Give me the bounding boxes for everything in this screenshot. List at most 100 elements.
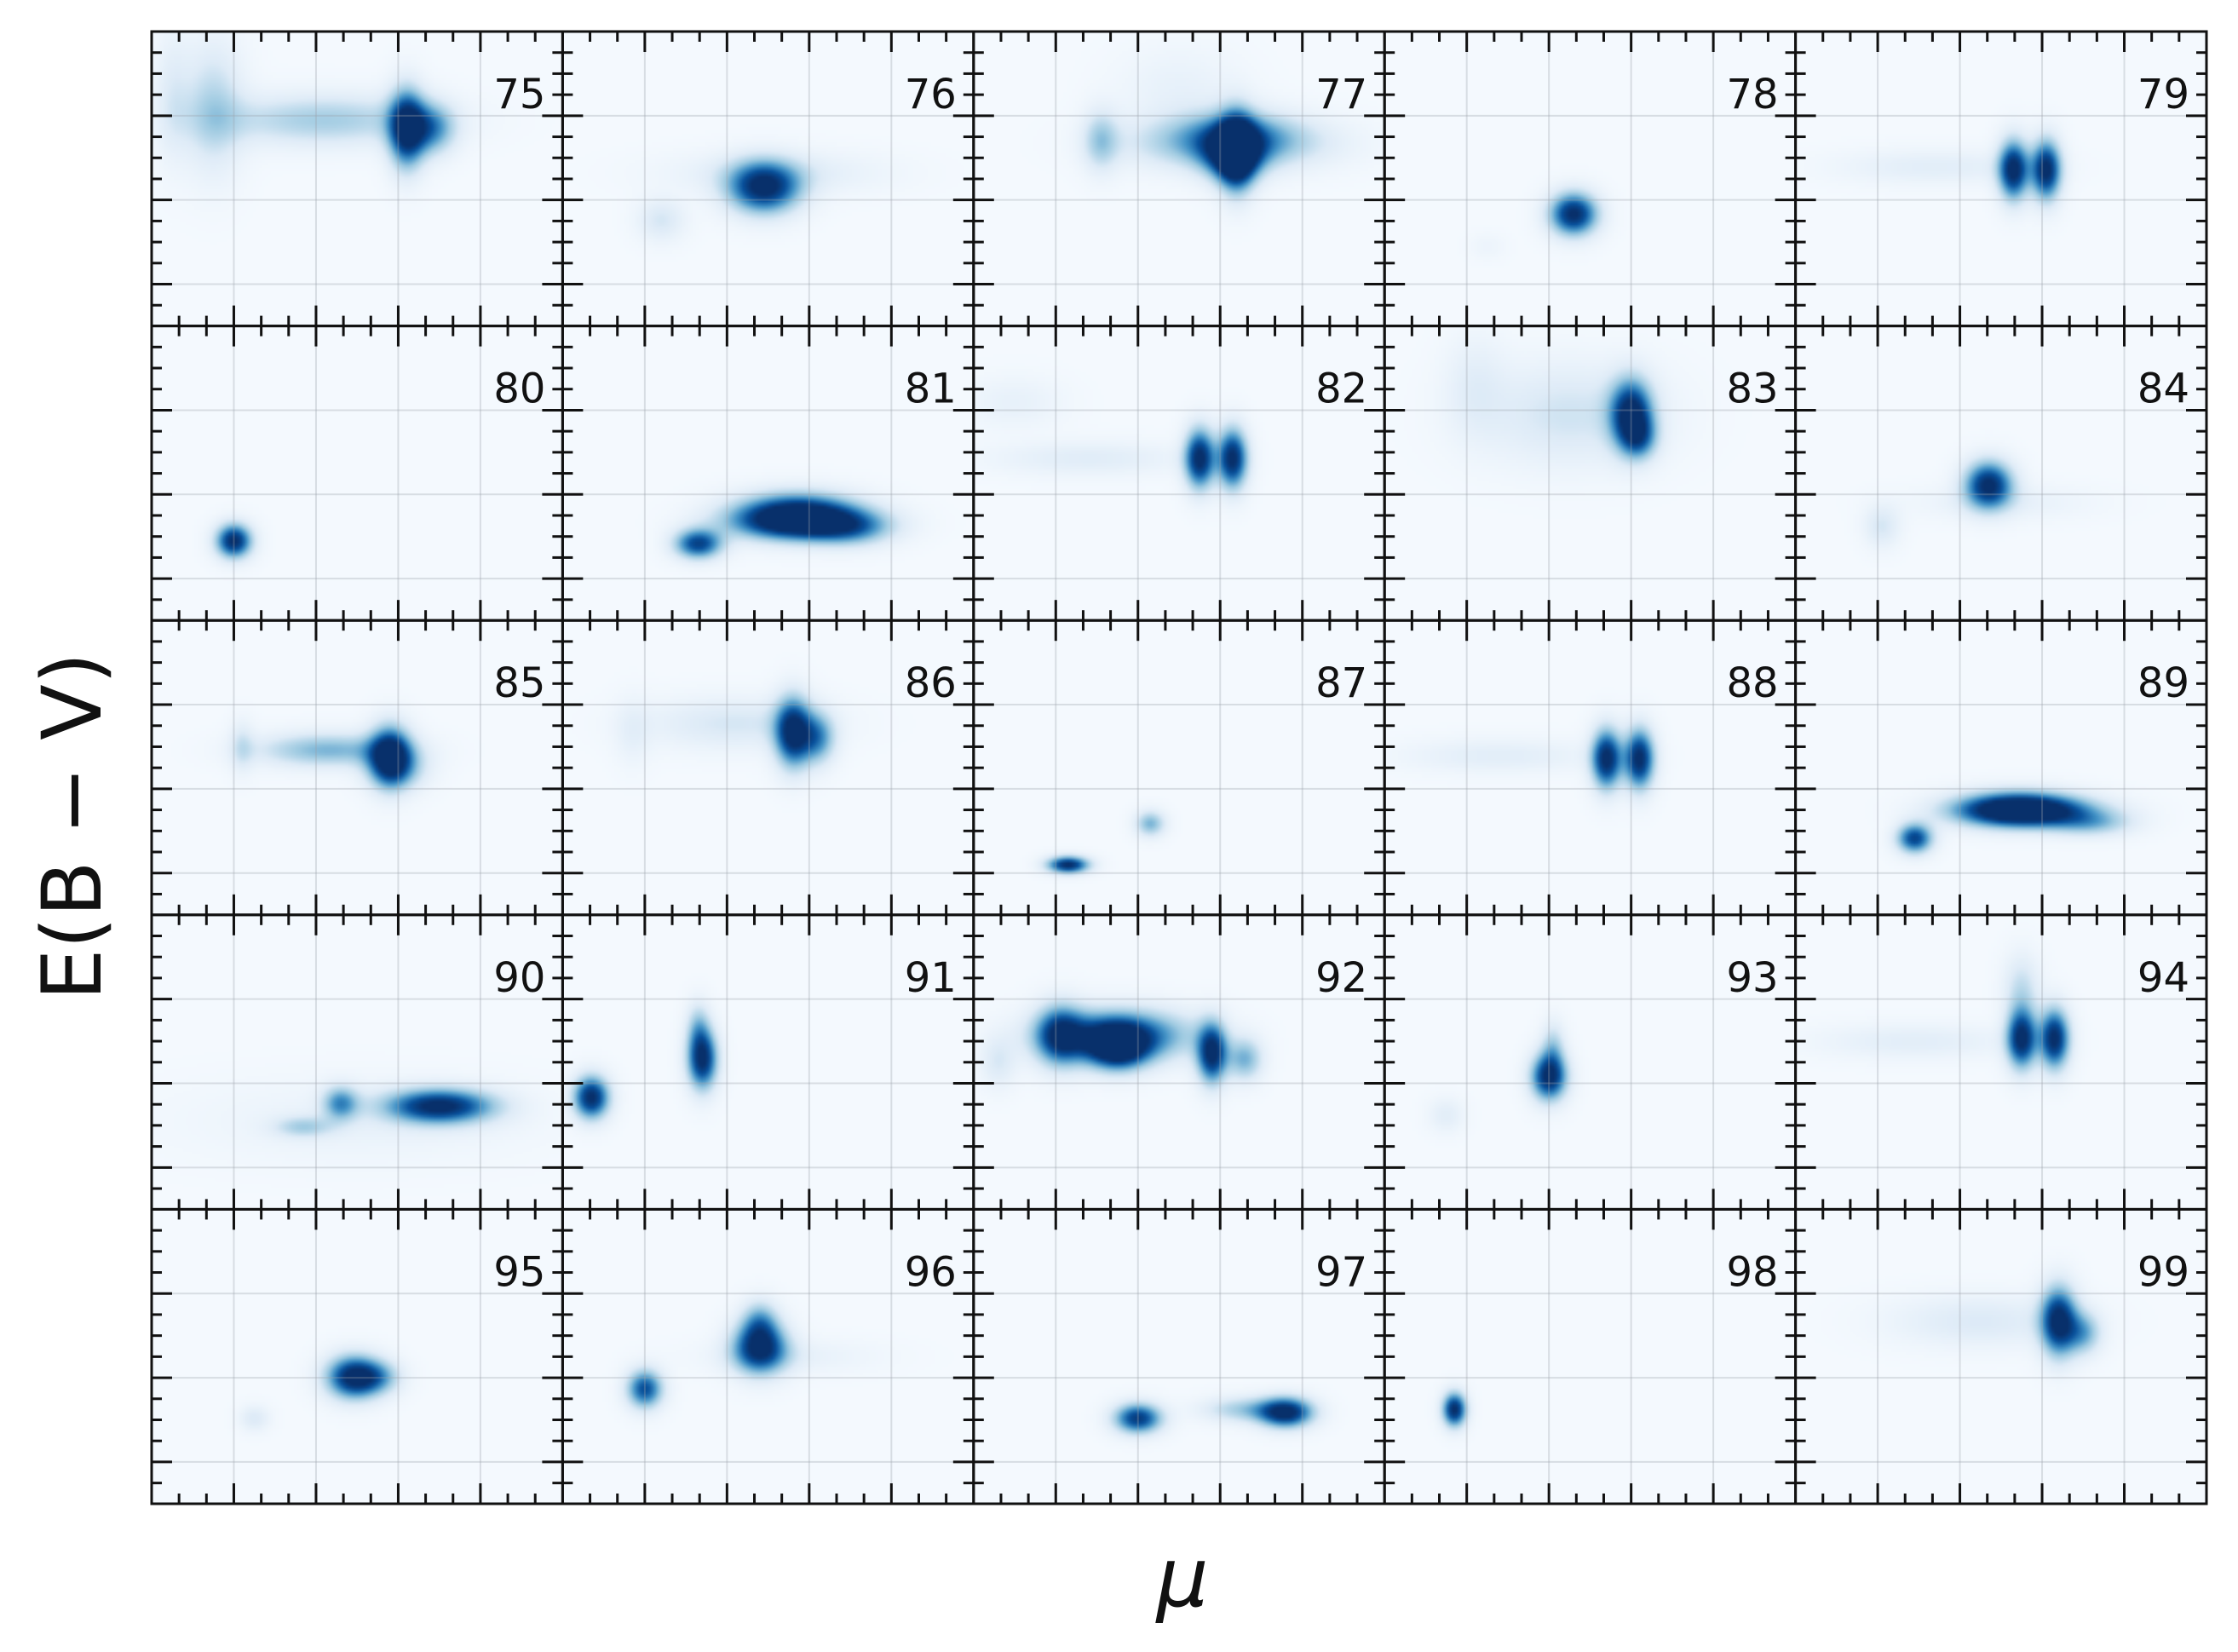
axis-ticks xyxy=(562,914,974,1210)
grid-lines xyxy=(1384,914,1796,1210)
grid-lines xyxy=(1795,32,2206,326)
grid-lines xyxy=(973,325,1385,621)
grid-lines xyxy=(1384,325,1796,621)
density-heatmap xyxy=(562,325,974,621)
density-heatmap xyxy=(973,620,1385,915)
panel-99: 99 xyxy=(1795,1209,2206,1504)
panel-label: 78 xyxy=(1727,71,1779,118)
panel-label: 82 xyxy=(1315,366,1367,413)
density-heatmap xyxy=(562,620,974,915)
panels-group: 75 76 77 78 79 80 81 82 83 84 85 86 87 88 89 90 91 92 93 94… xyxy=(152,32,2206,1504)
density-heatmap xyxy=(562,914,974,1210)
panel-label: 92 xyxy=(1315,954,1367,1002)
axis-ticks xyxy=(1795,32,2206,326)
axis-ticks xyxy=(1384,1209,1796,1504)
panel-89: 89 xyxy=(1795,620,2206,915)
panel-label: 91 xyxy=(905,954,957,1002)
panel-label: 75 xyxy=(493,71,545,118)
y-axis-label: E(B − V) xyxy=(25,653,120,1001)
density-heatmap xyxy=(1795,914,2206,1210)
axis-ticks xyxy=(1795,325,2206,621)
density-heatmap xyxy=(1795,620,2206,915)
axis-ticks xyxy=(1384,620,1796,915)
panel-78: 78 xyxy=(1384,32,1796,326)
axis-ticks xyxy=(973,325,1385,621)
density-heatmap xyxy=(562,32,974,326)
axis-ticks xyxy=(562,620,974,915)
grid-lines xyxy=(973,620,1385,915)
panel-76: 76 xyxy=(562,32,974,326)
panel-79: 79 xyxy=(1795,32,2206,326)
axis-ticks xyxy=(973,620,1385,915)
panel-label: 87 xyxy=(1315,659,1367,707)
panel-93: 93 xyxy=(1384,914,1796,1210)
density-heatmap xyxy=(1384,32,1796,326)
axis-ticks xyxy=(152,32,563,326)
axis-ticks xyxy=(562,1209,974,1504)
panel-label: 80 xyxy=(493,366,545,413)
panel-label: 81 xyxy=(905,366,957,413)
grid-lines xyxy=(1384,32,1796,326)
axis-ticks xyxy=(152,325,563,621)
grid-lines xyxy=(152,325,563,621)
density-heatmap xyxy=(1384,620,1796,915)
grid-lines xyxy=(152,914,563,1210)
frames-group xyxy=(150,30,2208,1505)
panel-80: 80 xyxy=(152,325,563,621)
panel-label: 84 xyxy=(2137,366,2189,413)
grid-lines xyxy=(1795,620,2206,915)
panel-95: 95 xyxy=(152,1209,563,1504)
panel-label: 89 xyxy=(2137,659,2189,707)
density-heatmap xyxy=(152,325,563,621)
density-heatmap xyxy=(973,325,1385,621)
panel-label: 77 xyxy=(1315,71,1367,118)
panel-87: 87 xyxy=(973,620,1385,915)
panel-81: 81 xyxy=(562,325,974,621)
axis-ticks xyxy=(973,32,1385,326)
panel-90: 90 xyxy=(152,914,563,1210)
grid-lines xyxy=(973,32,1385,326)
panel-label: 88 xyxy=(1727,659,1779,707)
grid-lines xyxy=(562,325,974,621)
grid-lines xyxy=(152,32,563,326)
axis-ticks xyxy=(1795,620,2206,915)
grid-lines xyxy=(1795,325,2206,621)
density-heatmap xyxy=(1795,32,2206,326)
grid-lines xyxy=(1384,1209,1796,1504)
panel-label: 85 xyxy=(493,659,545,707)
panel-label: 86 xyxy=(905,659,957,707)
panel-96: 96 xyxy=(562,1209,974,1504)
panel-frame xyxy=(1794,1207,2208,1505)
panel-88: 88 xyxy=(1384,620,1796,915)
grid-lines xyxy=(1795,1209,2206,1504)
x-axis-label: μ xyxy=(1154,1530,1208,1626)
panel-85: 85 xyxy=(152,620,563,915)
density-heatmap xyxy=(1384,914,1796,1210)
density-heatmap xyxy=(562,1209,974,1504)
grid-lines xyxy=(152,1209,563,1504)
panel-label: 98 xyxy=(1727,1248,1779,1296)
axis-ticks xyxy=(562,325,974,621)
grid-lines xyxy=(973,1209,1385,1504)
panel-label: 95 xyxy=(493,1248,545,1296)
panel-label: 97 xyxy=(1315,1248,1367,1296)
density-heatmap xyxy=(1384,1209,1796,1504)
panel-94: 94 xyxy=(1795,914,2206,1210)
density-heatmap xyxy=(973,1209,1385,1504)
axis-ticks xyxy=(562,32,974,326)
panel-75: 75 xyxy=(152,32,563,326)
axis-ticks xyxy=(1384,914,1796,1210)
density-heatmap xyxy=(152,1209,563,1504)
axis-ticks xyxy=(152,1209,563,1504)
grid-lines xyxy=(562,1209,974,1504)
panel-label: 79 xyxy=(2137,71,2189,118)
density-heatmap xyxy=(973,914,1385,1210)
density-heatmap xyxy=(1795,1209,2206,1504)
axis-ticks xyxy=(1795,914,2206,1210)
panel-label: 83 xyxy=(1727,366,1779,413)
density-heatmap xyxy=(152,32,563,326)
panel-label: 99 xyxy=(2137,1248,2189,1296)
panel-83: 83 xyxy=(1384,325,1796,621)
